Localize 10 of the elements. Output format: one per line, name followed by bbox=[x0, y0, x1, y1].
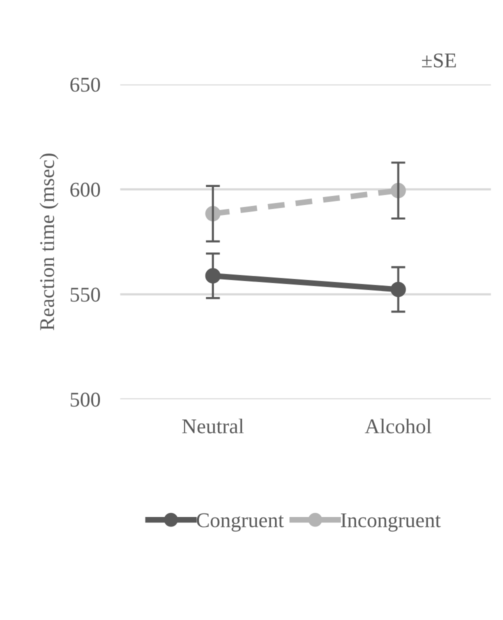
x-tick-label: Alcohol bbox=[364, 418, 432, 434]
x-tick-label: Neutral bbox=[182, 418, 244, 434]
text: ±SE bbox=[422, 53, 456, 68]
y-tick-label: 600 bbox=[70, 182, 100, 197]
legend-label: Congruent bbox=[196, 513, 284, 532]
y-axis-title: Reaction time (msec) bbox=[40, 154, 58, 330]
legend-label: Incongruent bbox=[340, 513, 441, 532]
y-tick-label: 650 bbox=[70, 78, 100, 92]
y-tick-label: 500 bbox=[70, 392, 100, 407]
y-tick-label: 550 bbox=[70, 288, 100, 302]
